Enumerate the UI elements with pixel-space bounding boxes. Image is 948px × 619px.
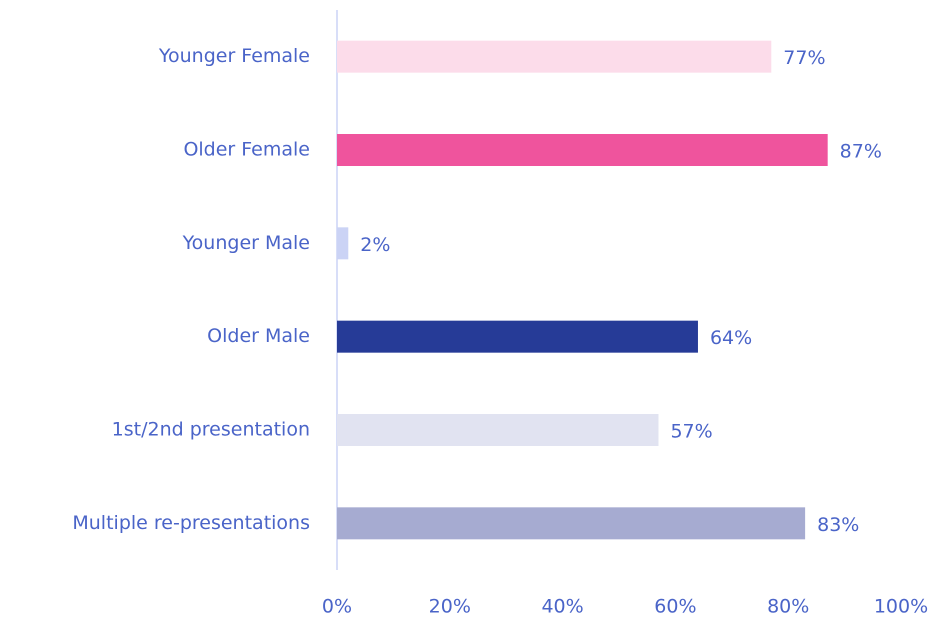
y-tick-label: Older Female <box>183 139 310 161</box>
x-tick-label: 100% <box>874 596 928 618</box>
x-tick-label: 0% <box>322 596 352 618</box>
bar <box>337 320 698 353</box>
bar <box>337 40 772 73</box>
data-label: 57% <box>670 421 712 443</box>
data-label: 77% <box>783 47 825 69</box>
bar <box>337 414 659 446</box>
y-tick-label: Older Male <box>207 325 310 347</box>
y-tick-label: 1st/2nd presentation <box>112 419 310 441</box>
y-tick-label: Multiple re-presentations <box>72 512 310 534</box>
x-tick-label: 60% <box>654 596 696 618</box>
x-tick-label: 40% <box>541 596 583 618</box>
y-tick-label: Younger Male <box>182 232 310 254</box>
data-label: 2% <box>360 234 390 256</box>
x-tick-label: 20% <box>429 596 471 618</box>
bar <box>337 134 828 166</box>
data-label: 64% <box>710 327 752 349</box>
y-tick-label: Younger Female <box>158 45 310 67</box>
bar <box>337 507 806 540</box>
data-label: 83% <box>817 514 859 536</box>
data-label: 87% <box>840 141 882 163</box>
x-tick-label: 80% <box>767 596 809 618</box>
bar <box>337 227 349 260</box>
